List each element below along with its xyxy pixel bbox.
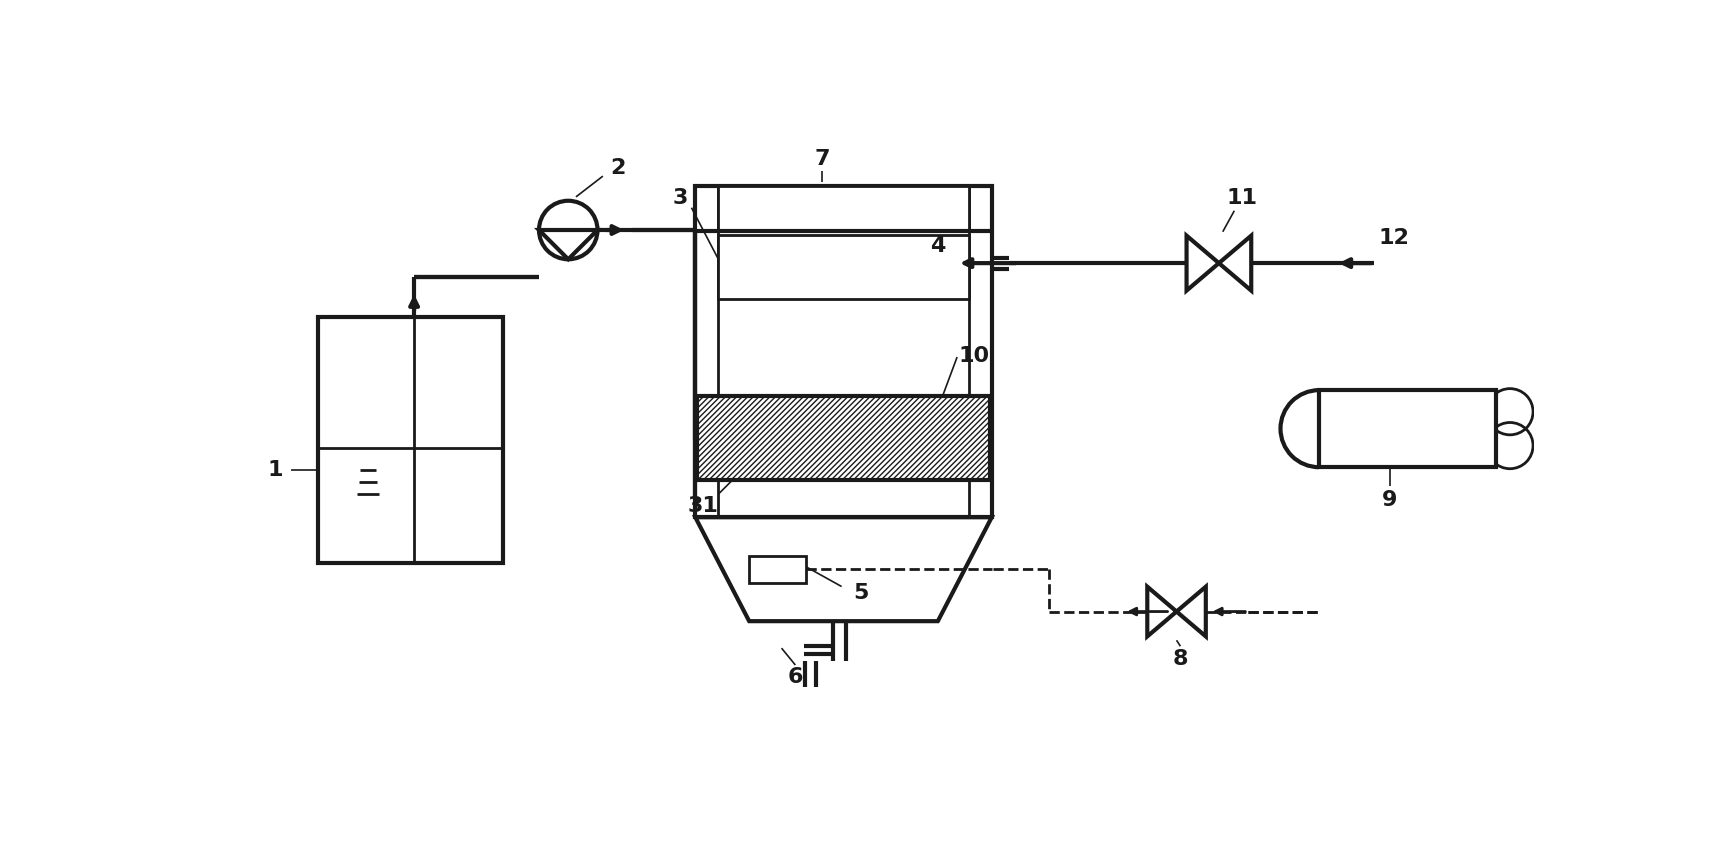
Text: 6: 6 (788, 668, 803, 687)
Polygon shape (1147, 587, 1176, 637)
Text: 3: 3 (672, 188, 687, 208)
Text: 12: 12 (1377, 228, 1410, 249)
Text: 9: 9 (1383, 490, 1398, 510)
Bar (718, 186, 969, 231)
Text: 1: 1 (268, 460, 284, 480)
Bar (318, 317, 502, 564)
Polygon shape (1186, 236, 1219, 291)
Text: 8: 8 (1172, 650, 1188, 669)
Text: 31: 31 (687, 496, 718, 516)
Polygon shape (1219, 236, 1251, 291)
Bar (696, 186, 991, 517)
Text: 5: 5 (853, 583, 868, 602)
Bar (718, 235, 969, 299)
Text: 11: 11 (1227, 188, 1258, 208)
Bar (697, 396, 990, 480)
Text: 7: 7 (815, 149, 831, 169)
Bar (749, 556, 807, 583)
Text: 2: 2 (610, 159, 625, 178)
Text: 4: 4 (930, 236, 945, 257)
Text: 10: 10 (959, 346, 990, 366)
Bar (1319, 390, 1495, 467)
Polygon shape (696, 517, 991, 621)
Polygon shape (1176, 587, 1207, 637)
